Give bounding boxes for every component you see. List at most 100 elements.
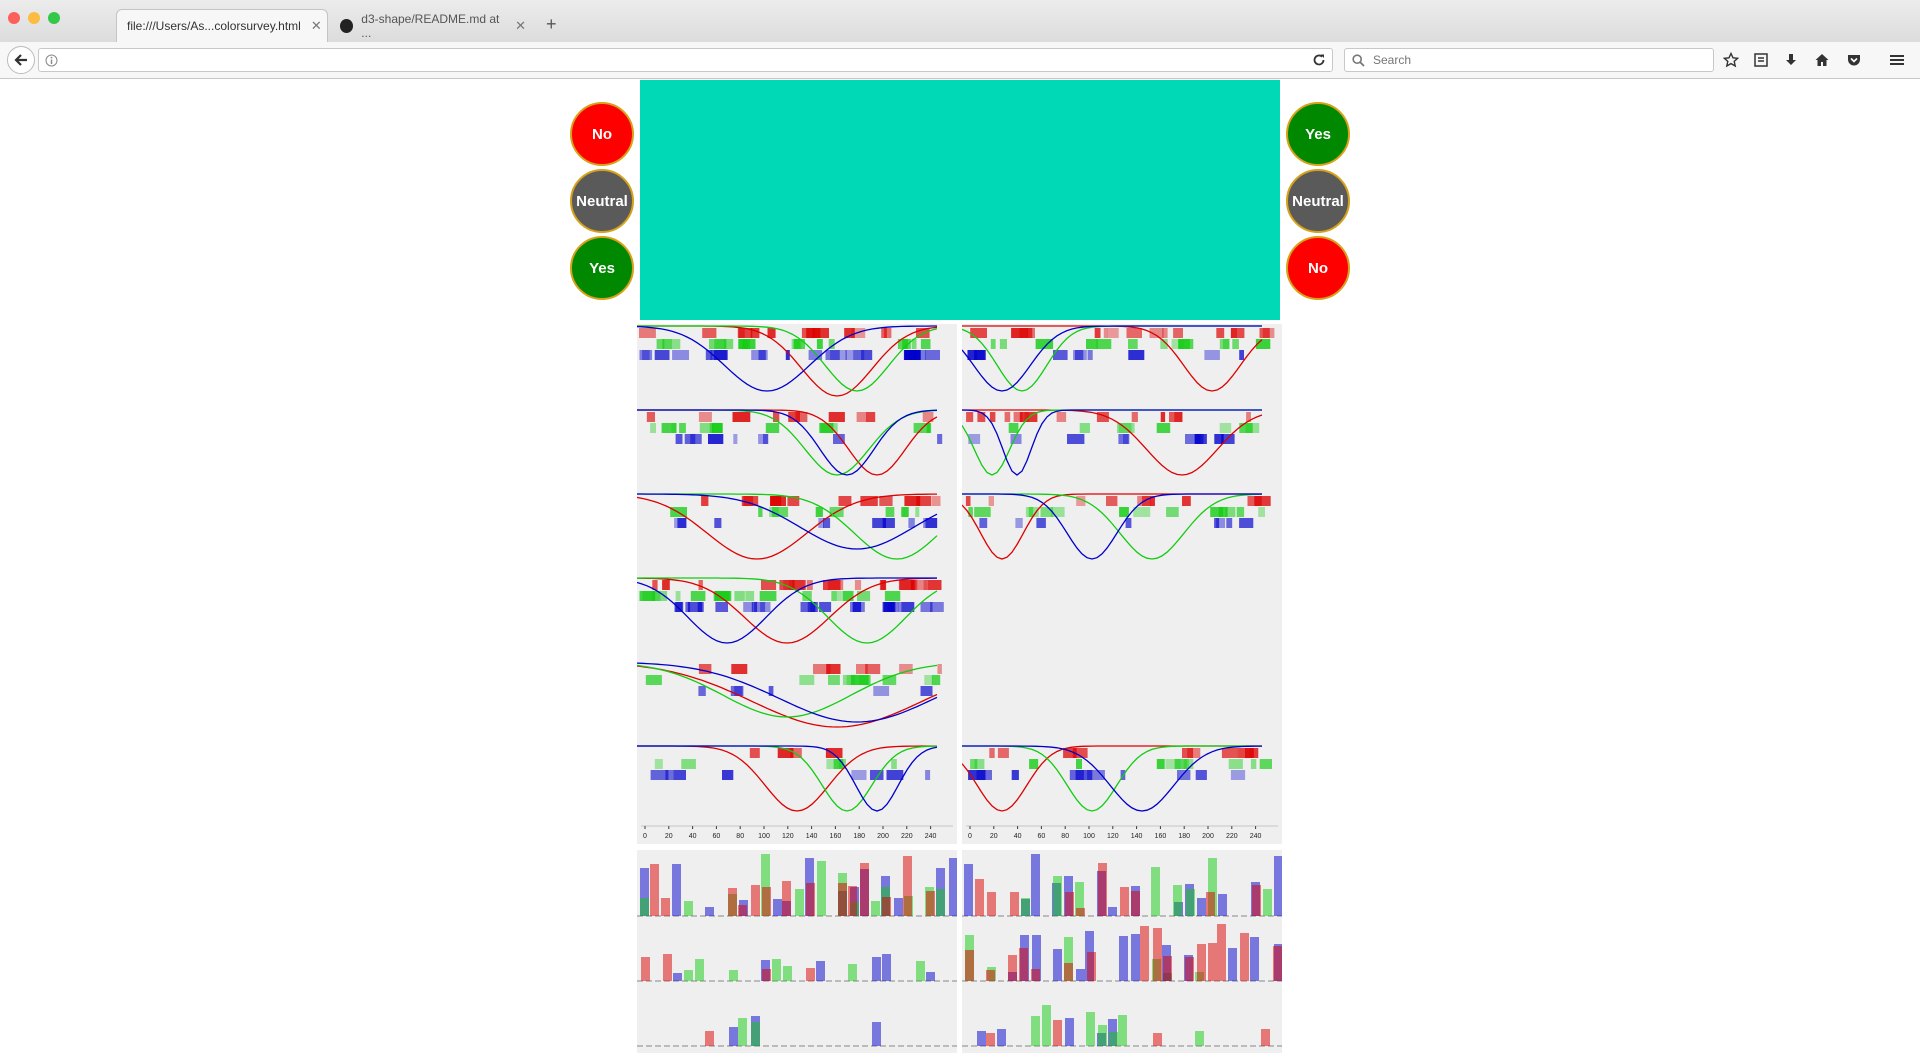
close-icon[interactable]: ✕: [310, 18, 322, 33]
histogram-bar: [1053, 949, 1062, 981]
strip-mark: [787, 496, 800, 506]
histogram-bar: [640, 898, 649, 916]
close-icon[interactable]: ✕: [515, 17, 526, 33]
yes-button-left[interactable]: Yes: [570, 236, 634, 300]
yes-button-right[interactable]: Yes: [1286, 102, 1350, 166]
url-bar[interactable]: [38, 48, 1333, 72]
strip-mark: [642, 591, 661, 601]
strip-mark: [968, 770, 986, 780]
histogram-bar: [1008, 955, 1017, 981]
strip-mark: [1195, 434, 1207, 444]
strip-mark: [650, 770, 669, 780]
response-curve: [962, 409, 1263, 476]
histogram-bar: [672, 864, 681, 916]
download-icon[interactable]: [1782, 51, 1800, 69]
strip-mark: [1225, 507, 1236, 517]
strip-mark: [872, 518, 886, 528]
response-curve: [961, 409, 1262, 476]
strip-mark: [1236, 507, 1245, 517]
histogram-bar: [1076, 908, 1085, 916]
histogram-bar: [1064, 963, 1073, 981]
strip-mark: [1126, 328, 1142, 338]
strip-mark: [937, 434, 943, 444]
histogram-bar: [1042, 1005, 1051, 1046]
strip-mark: [1035, 339, 1054, 349]
bookmarks-library-icon[interactable]: [1752, 51, 1770, 69]
no-button-right[interactable]: No: [1286, 236, 1350, 300]
strip-mark: [1239, 423, 1253, 433]
histogram-bar: [738, 1018, 747, 1046]
strip-mark: [690, 591, 706, 601]
histogram-bar: [650, 864, 659, 916]
axis-tick-label: 140: [1131, 833, 1143, 840]
strip-mark: [698, 664, 712, 674]
neutral-button-left[interactable]: Neutral: [570, 169, 634, 233]
strip-mark: [1024, 412, 1030, 422]
strip-mark: [1259, 328, 1270, 338]
strip-mark: [911, 580, 928, 590]
tab-d3-shape[interactable]: d3-shape/README.md at ... ✕: [330, 9, 536, 42]
strip-mark: [1214, 434, 1224, 444]
axis-tick-label: 200: [1202, 833, 1214, 840]
pocket-icon[interactable]: [1845, 51, 1863, 69]
histogram-bar: [1163, 956, 1172, 981]
axis-tick-label: 160: [830, 833, 842, 840]
search-bar[interactable]: [1344, 48, 1714, 72]
no-button-left[interactable]: No: [570, 102, 634, 166]
histogram-bar: [728, 888, 737, 916]
histogram-bar: [872, 957, 881, 981]
strip-mark: [662, 580, 670, 590]
histogram-bar: [1217, 924, 1226, 981]
strip-mark: [1011, 770, 1019, 780]
strip-mark: [825, 350, 840, 360]
histogram-bar: [916, 961, 925, 981]
bookmark-star-icon[interactable]: [1722, 51, 1740, 69]
button-label: Yes: [589, 259, 615, 277]
zoom-window-button[interactable]: [48, 12, 60, 24]
search-input[interactable]: [1371, 52, 1695, 68]
tab-title: d3-shape/README.md at ...: [361, 11, 500, 40]
strip-mark: [1004, 412, 1011, 422]
strip-mark: [866, 412, 876, 422]
info-icon[interactable]: [45, 54, 58, 67]
strip-mark: [1029, 759, 1039, 769]
histogram-bar: [936, 889, 945, 916]
strip-mark: [851, 770, 867, 780]
strip-mark: [828, 339, 835, 349]
strip-mark: [749, 748, 760, 758]
strip-mark: [679, 423, 686, 433]
strip-mark: [741, 496, 759, 506]
strip-mark: [828, 412, 845, 422]
button-label: Neutral: [576, 192, 628, 210]
histogram-bar: [673, 973, 682, 981]
strip-mark: [1156, 423, 1171, 433]
strip-mark: [854, 580, 862, 590]
strip-mark: [833, 434, 845, 444]
strip-mark: [902, 339, 908, 349]
strip-mark: [1219, 339, 1230, 349]
histogram-bar: [1153, 928, 1162, 981]
minimize-window-button[interactable]: [28, 12, 40, 24]
reload-icon[interactable]: [1312, 53, 1326, 67]
menu-icon[interactable]: [1888, 51, 1906, 69]
histogram-bar: [1197, 944, 1206, 981]
histogram-bar: [695, 959, 704, 981]
home-icon[interactable]: [1813, 51, 1831, 69]
histogram-bar: [848, 964, 857, 981]
histogram-bar: [1087, 952, 1096, 981]
strip-mark: [915, 507, 920, 517]
neutral-button-right[interactable]: Neutral: [1286, 169, 1350, 233]
strip-mark: [924, 675, 933, 685]
back-button[interactable]: [7, 46, 35, 74]
strip-mark: [1027, 328, 1033, 338]
strip-mark: [1086, 339, 1098, 349]
histogram-bar: [782, 881, 791, 916]
strip-mark: [842, 675, 855, 685]
tab-colorsurvey[interactable]: file:///Users/As...colorsurvey.html ✕: [116, 9, 328, 42]
strip-mark: [675, 434, 683, 444]
histogram-bar: [1031, 1016, 1040, 1046]
close-window-button[interactable]: [8, 12, 20, 24]
strip-mark: [819, 423, 834, 433]
new-tab-button[interactable]: +: [546, 14, 557, 34]
histogram-bar: [729, 1027, 738, 1046]
